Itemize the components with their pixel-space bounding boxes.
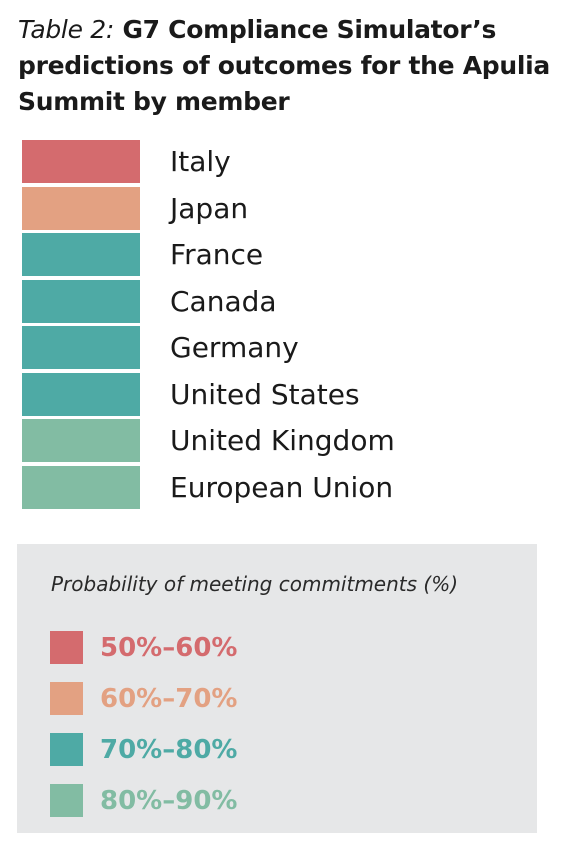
legend-title: Probability of meeting commitments (%) xyxy=(51,572,459,596)
member-name: France xyxy=(170,238,264,271)
member-swatch xyxy=(22,186,140,230)
member-name: Canada xyxy=(170,284,277,318)
member-swatch xyxy=(22,279,140,323)
member-name: United States xyxy=(170,377,360,411)
legend-label: 70%–80% xyxy=(100,735,238,765)
page-title: Table 2: G7 Compliance Simulator’s predi… xyxy=(18,12,558,120)
legend-swatch xyxy=(50,784,83,817)
member-name: Germany xyxy=(170,331,299,364)
legend-swatch xyxy=(50,682,83,715)
member-name: Japan xyxy=(170,191,249,225)
legend-swatch xyxy=(50,631,83,664)
member-swatch xyxy=(22,140,140,183)
member-swatch xyxy=(22,419,140,462)
member-name: United Kingdom xyxy=(170,424,395,457)
legend-label: 60%–70% xyxy=(100,684,238,714)
member-name: European Union xyxy=(170,470,394,504)
member-swatch xyxy=(22,465,140,509)
member-swatch xyxy=(22,372,140,416)
member-swatch xyxy=(22,233,140,276)
legend-label: 50%–60% xyxy=(100,633,238,663)
member-name: Italy xyxy=(170,145,231,178)
legend-label: 80%–90% xyxy=(100,786,238,816)
title-prefix: Table 2: xyxy=(18,15,115,44)
legend-swatch xyxy=(50,733,83,766)
legend: Probability of meeting commitments (%) 5… xyxy=(17,544,537,833)
title-main: G7 Compliance Simulator’s predictions of… xyxy=(18,15,550,116)
member-swatch xyxy=(22,326,140,369)
